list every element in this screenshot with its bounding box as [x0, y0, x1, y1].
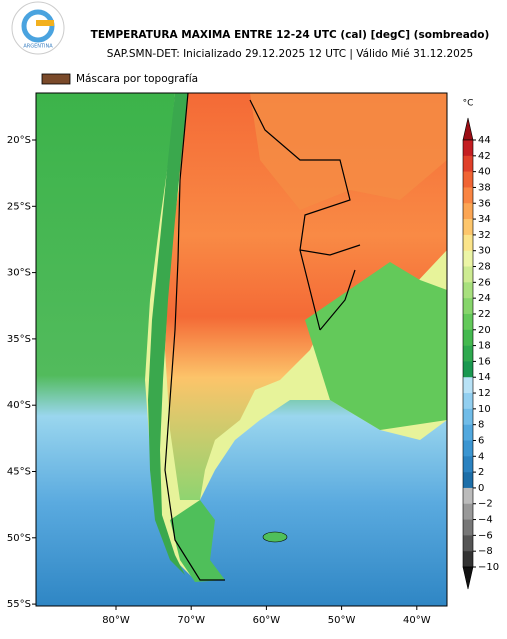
legend-label: Máscara por topografía: [76, 73, 198, 85]
colorbar-label: 4: [478, 451, 484, 462]
colorbar-segment: [463, 187, 473, 204]
colorbar-cap: [462, 566, 474, 590]
colorbar-label: 0: [478, 483, 484, 494]
colorbar-segment: [463, 234, 473, 252]
colorbar-label: −8: [478, 546, 493, 557]
colorbar-segment: [463, 472, 473, 489]
colorbar-segment: [463, 219, 473, 236]
colorbar-segment: [463, 377, 473, 394]
lon-label: 50°W: [328, 615, 356, 626]
colorbar-label: 20: [478, 325, 491, 336]
colorbar-segment: [463, 393, 473, 410]
lon-label: 70°W: [177, 615, 205, 626]
lat-label: 55°S: [7, 599, 31, 610]
colorbar-label: 16: [478, 356, 491, 367]
subtitle: SAP.SMN-DET: Inicializado 29.12.2025 12 …: [107, 48, 473, 60]
colorbar-segment: [463, 456, 473, 473]
colorbar-segment: [463, 282, 473, 299]
lon-label: 80°W: [102, 615, 130, 626]
colorbar-segment: [463, 440, 473, 457]
lat-label: 30°S: [7, 268, 31, 279]
colorbar-label: 26: [478, 277, 491, 288]
colorbar-segment: [463, 140, 473, 157]
lat-label: 50°S: [7, 533, 31, 544]
colorbar-frame: [462, 139, 474, 568]
colorbar-label: 30: [478, 246, 491, 257]
colorbar-label: 44: [478, 135, 491, 146]
lon-label: 60°W: [253, 615, 281, 626]
colorbar-label: 6: [478, 435, 484, 446]
colorbar-label: 18: [478, 341, 491, 352]
colorbar-label: −2: [478, 499, 493, 510]
colorbar-segment: [463, 503, 473, 520]
colorbar-label: 12: [478, 388, 491, 399]
colorbar-segment: [463, 266, 473, 283]
lat-label: 40°S: [7, 400, 31, 411]
colorbar-label: −10: [478, 562, 499, 573]
colorbar-unit: °C: [463, 99, 474, 109]
lat-label: 45°S: [7, 467, 31, 478]
lat-label: 35°S: [7, 334, 31, 345]
colorbar-label: 8: [478, 420, 484, 431]
colorbar-label: 24: [478, 293, 491, 304]
lat-label: 20°S: [7, 135, 31, 146]
colorbar-label: 32: [478, 230, 491, 241]
colorbar-label: −4: [478, 515, 493, 526]
logo-text: ARGENTINA: [23, 44, 53, 50]
colorbar-label: 36: [478, 198, 491, 209]
colorbar-segment: [463, 329, 473, 346]
lon-label: 40°W: [403, 615, 431, 626]
colorbar-segment: [463, 408, 473, 425]
colorbar-segment: [463, 345, 473, 362]
colorbar-segment: [463, 551, 473, 568]
colorbar-label: −6: [478, 530, 493, 541]
colorbar-label: 22: [478, 309, 491, 320]
colorbar-segment: [463, 298, 473, 315]
colorbar-label: 34: [478, 214, 491, 225]
colorbar-label: 2: [478, 467, 484, 478]
colorbar-segment: [463, 487, 473, 505]
legend-swatch: [41, 73, 71, 85]
colorbar-segment: [463, 155, 473, 172]
colorbar-label: 14: [478, 372, 491, 383]
logo: ARGENTINA: [11, 1, 65, 55]
colorbar-label: 42: [478, 151, 491, 162]
colorbar-segment: [463, 171, 473, 188]
colorbar-segment: [463, 424, 473, 441]
colorbar-label: 40: [478, 167, 491, 178]
title: TEMPERATURA MAXIMA ENTRE 12-24 UTC (cal)…: [91, 29, 490, 41]
colorbar-label: 10: [478, 404, 491, 415]
colorbar-segment: [463, 519, 473, 536]
colorbar-segment: [463, 361, 473, 378]
colorbar-label: 28: [478, 262, 491, 273]
lat-label: 25°S: [7, 201, 31, 212]
colorbar-label: 38: [478, 182, 491, 193]
colorbar-segment: [463, 535, 473, 552]
map: [35, 92, 448, 607]
colorbar-segment: [463, 203, 473, 220]
colorbar-cap: [462, 117, 474, 141]
colorbar-segment: [463, 313, 473, 331]
colorbar-segment: [463, 250, 473, 267]
